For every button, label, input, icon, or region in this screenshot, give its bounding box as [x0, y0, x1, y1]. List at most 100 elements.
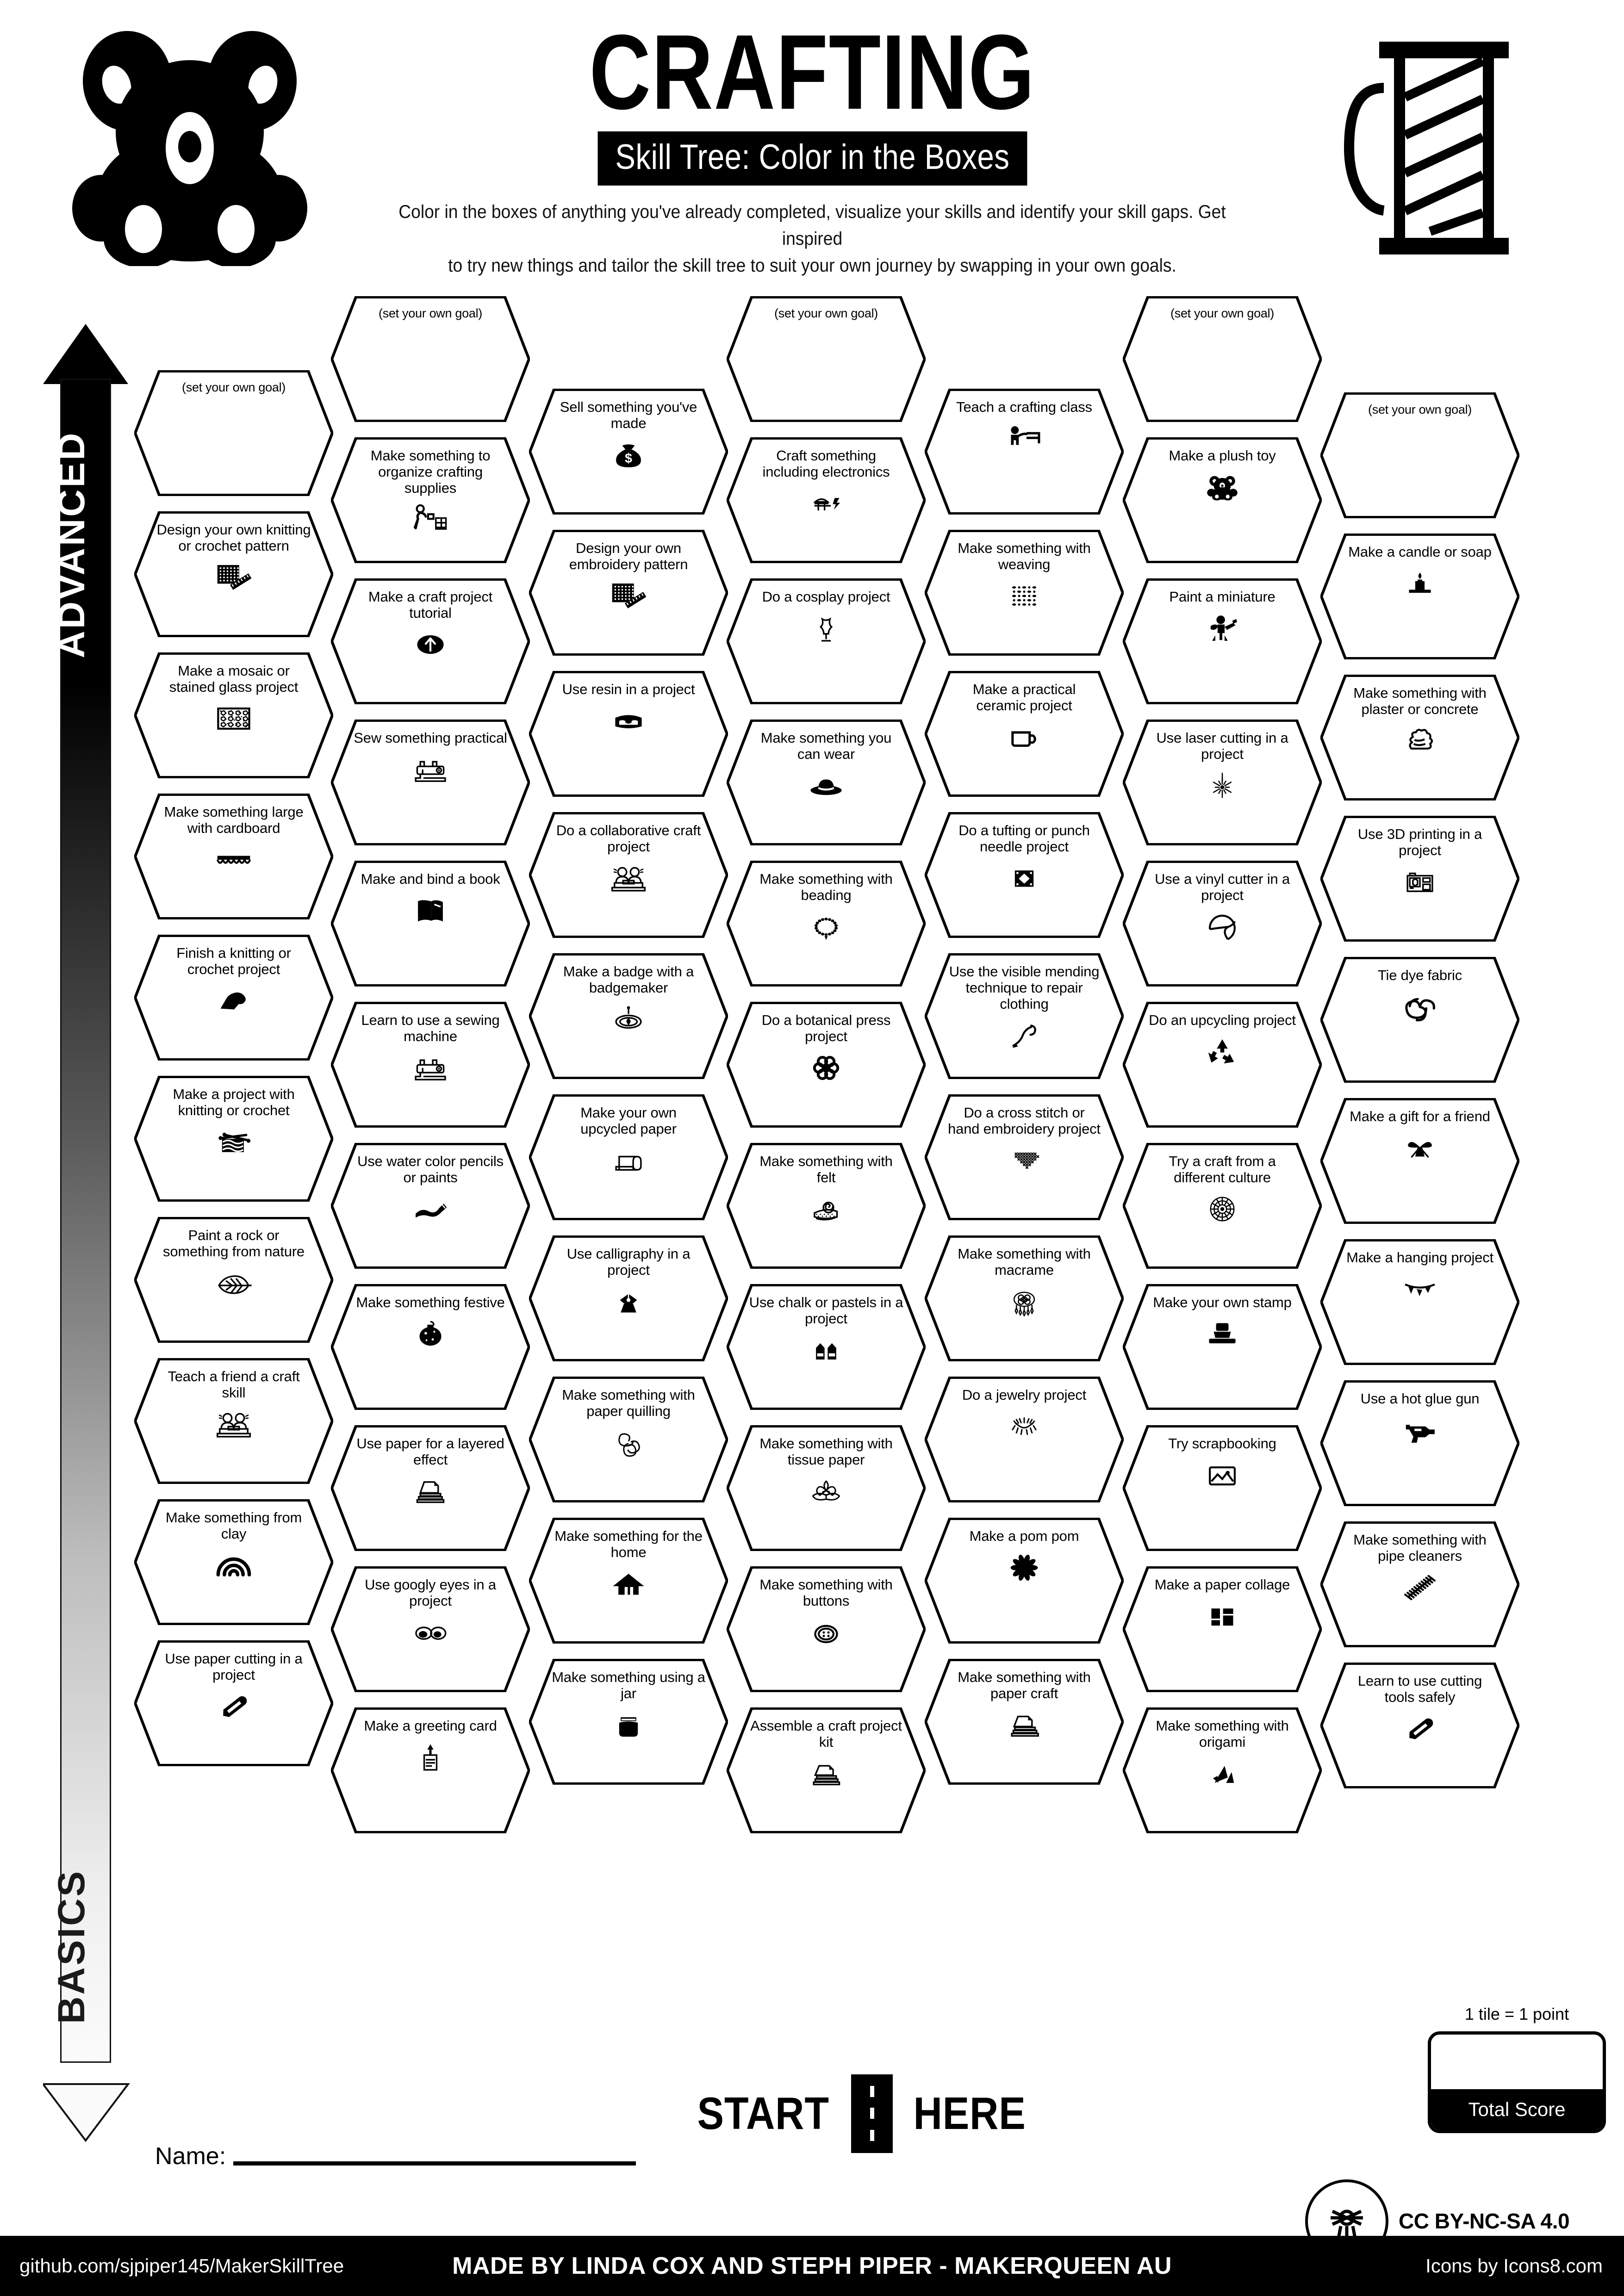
skill-tile[interactable]: Make something with origami [1123, 1707, 1322, 1833]
skill-tile-label: Make a plush toy [1169, 447, 1276, 464]
footer-icon-credit[interactable]: Icons by Icons8.com [1425, 2255, 1603, 2277]
skill-tile[interactable]: Make something from clay [134, 1499, 333, 1625]
mandala-icon [1202, 1189, 1242, 1229]
skill-tile[interactable]: (set your own goal) [1123, 296, 1322, 422]
skill-tile[interactable]: Make a plush toy [1123, 437, 1322, 563]
skill-tile[interactable]: Teach a friend a craft skill [134, 1358, 333, 1484]
skill-tile[interactable]: Use a vinyl cutter in a project [1123, 861, 1322, 987]
skill-tile-label: Try a craft from a different culture [1169, 1153, 1276, 1186]
skill-tile[interactable]: Make something using a jar [529, 1659, 728, 1785]
skill-tile[interactable]: Make something to organize crafting supp… [331, 437, 530, 563]
skill-tile[interactable]: Make something with buttons [727, 1566, 926, 1692]
skill-tile[interactable]: Craft something including electronics [727, 437, 926, 563]
skill-tile[interactable]: (set your own goal) [331, 296, 530, 422]
skill-tile[interactable]: Use resin in a project [529, 671, 728, 797]
skill-tile[interactable]: (set your own goal) [1320, 392, 1519, 518]
score-frame[interactable]: Total Score [1428, 2031, 1606, 2133]
skill-tile[interactable]: Make a badge with a badgemaker [529, 953, 728, 1079]
skill-tile[interactable]: Make something festive [331, 1284, 530, 1410]
skill-tile[interactable]: Do a cross stitch or hand embroidery pro… [925, 1094, 1124, 1220]
page-footer: github.com/sjpiper145/MakerSkillTree MAD… [0, 2236, 1624, 2296]
paintbrush-icon [411, 1189, 450, 1229]
skill-tile[interactable]: Make something with macrame [925, 1235, 1124, 1361]
skill-tile[interactable]: Finish a knitting or crochet project [134, 935, 333, 1061]
skill-tile[interactable]: Use paper cutting in a project [134, 1640, 333, 1766]
skill-tile[interactable]: Assemble a craft project kit [727, 1707, 926, 1833]
candle-icon [1400, 564, 1440, 603]
skill-tile[interactable]: Make a hanging project [1320, 1239, 1519, 1365]
skill-tile[interactable]: Make something with felt [727, 1143, 926, 1269]
skill-tile-label: Do a cross stitch or hand embroidery pro… [948, 1105, 1101, 1137]
skill-tile[interactable]: Try a craft from a different culture [1123, 1143, 1322, 1269]
skill-tile[interactable]: Make your own upcycled paper [529, 1094, 728, 1220]
paper-roll-icon [609, 1141, 648, 1180]
score-box[interactable]: 1 tile = 1 point Total Score [1428, 2004, 1606, 2133]
skill-tile[interactable]: Make a gift for a friend [1320, 1098, 1519, 1224]
skill-tile[interactable]: Make a practical ceramic project [925, 671, 1124, 797]
skill-tile[interactable]: Do a cosplay project [727, 578, 926, 704]
skill-tile[interactable]: Teach a crafting class [925, 389, 1124, 515]
skill-tile-label: Teach a crafting class [956, 399, 1092, 415]
skill-tile[interactable]: Try scrapbooking [1123, 1425, 1322, 1551]
skill-tile[interactable]: Tie dye fabric [1320, 957, 1519, 1083]
needle-thread-icon [1004, 1016, 1044, 1055]
skill-tile[interactable]: Make something large with cardboard [134, 794, 333, 919]
gift-bow-icon [1400, 1128, 1440, 1168]
skill-tile-label: Do an upcycling project [1149, 1012, 1296, 1028]
skill-tile[interactable]: Make something with tissue paper [727, 1425, 926, 1551]
skill-tile[interactable]: Do a tufting or punch needle project [925, 812, 1124, 938]
skill-tile-label: Make a gift for a friend [1350, 1108, 1490, 1124]
name-input-line[interactable] [233, 2161, 636, 2166]
skill-tile[interactable]: Use 3D printing in a project [1320, 816, 1519, 942]
footer-repo-link[interactable]: github.com/sjpiper145/MakerSkillTree [19, 2255, 344, 2277]
skill-tile[interactable]: Do an upcycling project [1123, 1002, 1322, 1128]
skill-tile[interactable]: Make something you can wear [727, 720, 926, 845]
skill-tile[interactable]: Do a botanical press project [727, 1002, 926, 1128]
skill-tile[interactable]: Make something with paper craft [925, 1659, 1124, 1785]
skill-tile[interactable]: Use chalk or pastels in a project [727, 1284, 926, 1410]
skill-tile[interactable]: Do a collaborative craft project [529, 812, 728, 938]
plaster-blob-icon [1400, 721, 1440, 761]
skill-tile[interactable]: Do a jewelry project [925, 1377, 1124, 1502]
upload-arrow-icon [411, 625, 450, 664]
skill-tile[interactable]: Make a craft project tutorial [331, 578, 530, 704]
skill-tile[interactable]: Make a pom pom [925, 1518, 1124, 1644]
skill-tile[interactable]: Make a project with knitting or crochet [134, 1076, 333, 1202]
skill-tile[interactable]: Design your own embroidery pattern [529, 530, 728, 656]
printer-icon [1400, 862, 1440, 902]
skill-tile[interactable]: Use calligraphy in a project [529, 1235, 728, 1361]
skill-tile[interactable]: Make something with paper quilling [529, 1377, 728, 1502]
skill-tile[interactable]: Sew something practical [331, 720, 530, 845]
skill-tile[interactable]: Make something with pipe cleaners [1320, 1521, 1519, 1647]
skill-tile-label: Learn to use cutting tools safely [1357, 1673, 1482, 1706]
beads-icon [806, 907, 846, 947]
skill-tile[interactable]: Make a mosaic or stained glass project [134, 652, 333, 778]
sewing-machine-icon [411, 750, 450, 789]
skill-tile[interactable]: Design your own knitting or crochet patt… [134, 511, 333, 637]
skill-tile[interactable]: Use water color pencils or paints [331, 1143, 530, 1269]
skill-tile[interactable]: Make a greeting card [331, 1707, 530, 1833]
skill-tile-label: Use 3D printing in a project [1357, 826, 1482, 859]
skill-tile[interactable]: Make your own stamp [1123, 1284, 1322, 1410]
name-field[interactable]: Name: [155, 2128, 710, 2170]
skill-tile[interactable]: Use paper for a layered effect [331, 1425, 530, 1551]
skill-tile[interactable]: Make something with plaster or concrete [1320, 675, 1519, 800]
skill-tile[interactable]: (set your own goal) [134, 370, 333, 496]
skill-tile[interactable]: Make something for the home [529, 1518, 728, 1644]
skill-tile[interactable]: Make something with weaving [925, 530, 1124, 656]
skill-tile[interactable]: Learn to use a sewing machine [331, 1002, 530, 1128]
skill-tile[interactable]: Sell something you've made $ [529, 389, 728, 515]
skill-tile[interactable]: Paint a rock or something from nature [134, 1217, 333, 1343]
skill-tile[interactable]: Make a paper collage [1123, 1566, 1322, 1692]
skill-tile[interactable]: Paint a miniature [1123, 578, 1322, 704]
skill-tile[interactable]: Use laser cutting in a project [1123, 720, 1322, 845]
skill-tile[interactable]: Learn to use cutting tools safely [1320, 1663, 1519, 1788]
skill-tile[interactable]: Use the visible mending technique to rep… [925, 953, 1124, 1079]
skill-tile[interactable]: Make and bind a book [331, 861, 530, 987]
dreamcatcher-icon [1004, 1282, 1044, 1322]
skill-tile[interactable]: (set your own goal) [727, 296, 926, 422]
skill-tile[interactable]: Make something with beading [727, 861, 926, 987]
skill-tile[interactable]: Use a hot glue gun [1320, 1380, 1519, 1506]
skill-tile[interactable]: Make a candle or soap [1320, 534, 1519, 659]
skill-tile[interactable]: Use googly eyes in a project [331, 1566, 530, 1692]
